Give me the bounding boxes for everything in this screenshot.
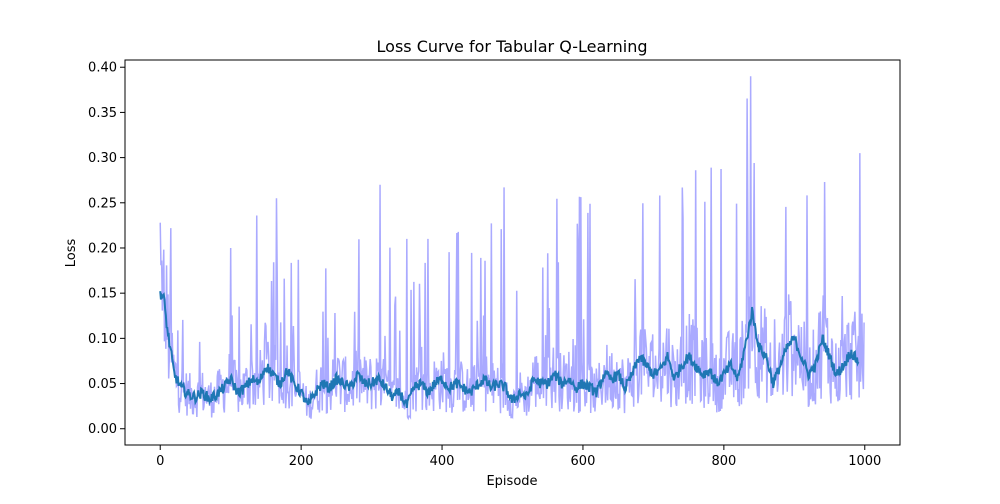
y-tick-label: 0.30 bbox=[88, 151, 117, 166]
plot-frame bbox=[124, 59, 901, 446]
y-tick-label: 0.20 bbox=[88, 241, 117, 256]
moving-average-series bbox=[159, 291, 860, 408]
y-tick-label: 0.05 bbox=[88, 377, 117, 392]
y-axis-label: Loss bbox=[64, 239, 79, 268]
chart-title: Loss Curve for Tabular Q-Learning bbox=[377, 37, 648, 56]
x-tick-label: 0 bbox=[156, 454, 164, 469]
y-tick-label: 0.35 bbox=[88, 106, 117, 121]
y-tick-label: 0.40 bbox=[88, 61, 117, 76]
raw-loss-series bbox=[159, 76, 865, 421]
x-tick-label: 600 bbox=[571, 454, 596, 469]
x-axis-ticks: 0 200 400 600 800 1000 bbox=[156, 445, 881, 469]
y-tick-label: 0.10 bbox=[88, 332, 117, 347]
x-axis-label: Episode bbox=[486, 474, 537, 489]
x-tick-label: 1000 bbox=[848, 454, 881, 469]
moving-average-line bbox=[159, 291, 860, 408]
y-tick-label: 0.25 bbox=[88, 196, 117, 211]
x-tick-label: 200 bbox=[289, 454, 314, 469]
y-axis-ticks: 0.00 0.05 0.10 0.15 0.20 0.25 0.30 0.35 0.40 bbox=[88, 61, 125, 437]
x-tick-label: 800 bbox=[711, 454, 736, 469]
y-tick-label: 0.00 bbox=[88, 422, 117, 437]
y-tick-label: 0.15 bbox=[88, 287, 117, 302]
raw-loss-line bbox=[159, 76, 865, 421]
x-tick-label: 400 bbox=[430, 454, 455, 469]
